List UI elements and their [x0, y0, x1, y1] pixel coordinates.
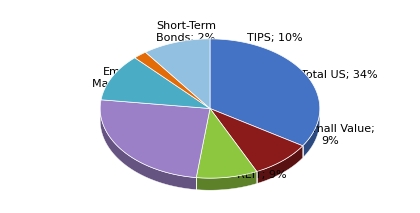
Polygon shape — [100, 100, 196, 190]
Polygon shape — [100, 100, 210, 178]
Polygon shape — [257, 146, 303, 184]
Polygon shape — [101, 58, 210, 108]
Text: REIT; 9%: REIT; 9% — [237, 170, 286, 180]
Polygon shape — [135, 52, 210, 108]
Polygon shape — [210, 108, 303, 171]
Text: Short-Term
Bonds; 2%: Short-Term Bonds; 2% — [156, 21, 216, 43]
Polygon shape — [210, 39, 320, 146]
Polygon shape — [145, 39, 210, 108]
Polygon shape — [196, 171, 257, 190]
Text: TIPS; 10%: TIPS; 10% — [247, 33, 303, 43]
Polygon shape — [303, 100, 320, 158]
Polygon shape — [196, 108, 257, 178]
Text: US Small Value;
9%: US Small Value; 9% — [286, 124, 374, 146]
Text: Emerging
Markets; 11%: Emerging Markets; 11% — [92, 67, 168, 89]
Text: Total US; 34%: Total US; 34% — [301, 70, 378, 80]
Text: Int'l; 25%: Int'l; 25% — [140, 117, 193, 127]
